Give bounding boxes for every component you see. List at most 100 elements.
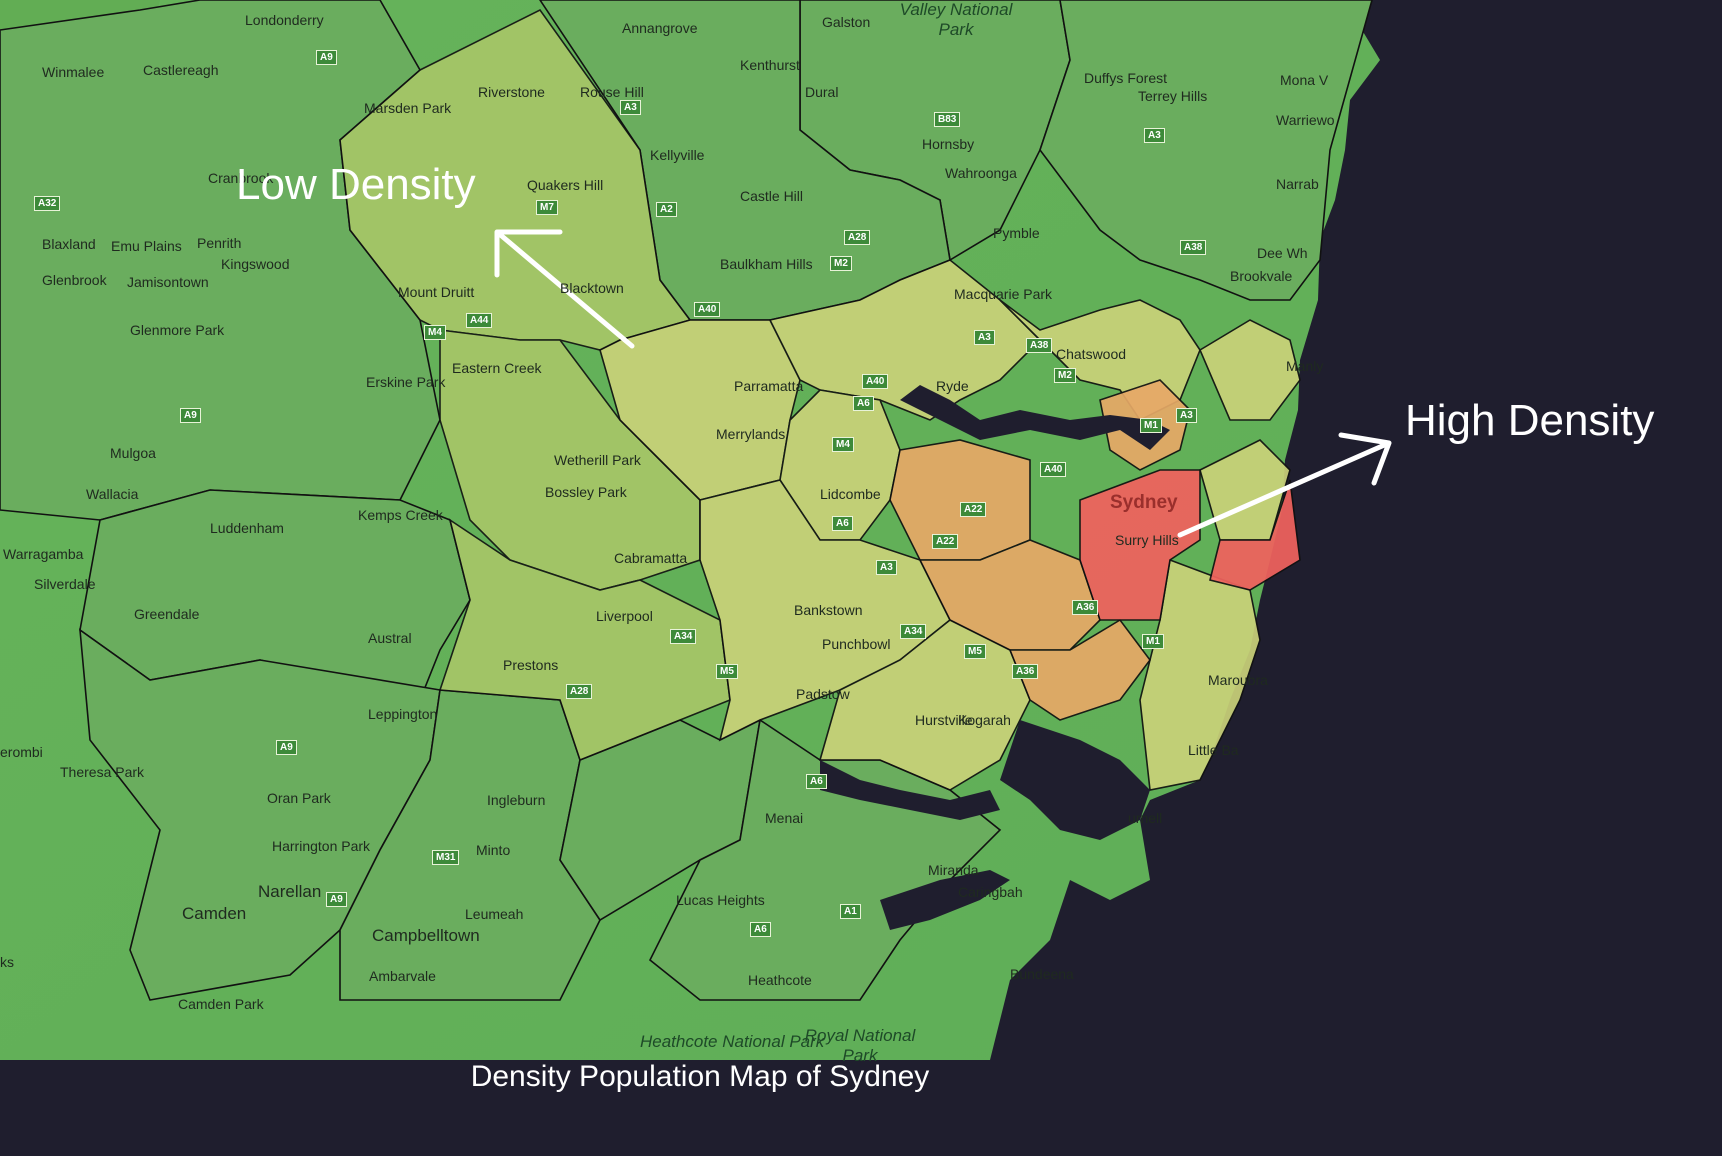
label-surry-hills: Surry Hills — [1115, 532, 1179, 548]
mid-density-regions — [599, 259, 1301, 791]
region-georges-river — [818, 619, 1031, 791]
label-riverstone: Riverstone — [478, 84, 545, 100]
road-shield: A9 — [316, 50, 337, 65]
label-baulkham-hills: Baulkham Hills — [720, 256, 813, 272]
label-padstow: Padstow — [796, 686, 850, 702]
label-dee-why: Dee Wh — [1257, 245, 1308, 261]
label-ambarvale: Ambarvale — [369, 968, 436, 984]
label-mulgoa: Mulgoa — [110, 445, 156, 461]
label-glenmore-park: Glenmore Park — [130, 322, 225, 338]
road-shield: A36 — [1012, 664, 1039, 679]
label-liverpool: Liverpool — [596, 608, 653, 624]
map-caption: Density Population Map of Sydney — [470, 1060, 930, 1093]
label-hornsby: Hornsby — [922, 136, 975, 152]
label-valley-national-park: Valley National Park — [899, 0, 1013, 39]
region-bayside — [1008, 618, 1151, 721]
label-manly: Manly — [1286, 358, 1324, 374]
label-blacktown: Blacktown — [560, 280, 624, 296]
label-lucas-heights: Lucas Heights — [676, 892, 765, 908]
label-prestons: Prestons — [503, 657, 559, 673]
road-shield: A3 — [876, 560, 897, 575]
label-kurnell: urnell — [1128, 810, 1163, 826]
road-shield: A3 — [1144, 128, 1165, 143]
region-woollahra — [1209, 479, 1301, 591]
road-shield: A28 — [844, 230, 871, 245]
label-wallacia: Wallacia — [86, 486, 139, 502]
road-shield: A6 — [832, 516, 853, 531]
label-lidcombe: Lidcombe — [820, 486, 881, 502]
label-erskine-park: Erskine Park — [366, 374, 446, 390]
label-quakers-hill: Quakers Hill — [527, 177, 604, 193]
label-minto: Minto — [476, 842, 511, 858]
low-density-regions — [0, 0, 1373, 1001]
road-shield: A34 — [670, 629, 697, 644]
label-warragamba: Warragamba — [3, 546, 84, 562]
road-shield: A34 — [900, 624, 927, 639]
low-density-arrow — [494, 229, 635, 349]
region-strathfield — [889, 439, 1031, 561]
road-shield: A9 — [276, 740, 297, 755]
label-campbelltown: Campbelltown — [372, 926, 480, 945]
road-shield: A3 — [974, 330, 995, 345]
port-hacking — [880, 870, 1010, 930]
region-northern-beaches — [1039, 0, 1373, 301]
road-shield: A36 — [1072, 600, 1099, 615]
botany-bay — [1000, 720, 1150, 840]
label-annangrove: Annangrove — [622, 20, 698, 36]
road-shield: A28 — [566, 684, 593, 699]
road-shield: A9 — [326, 892, 347, 907]
high-density-arrow — [1177, 432, 1392, 538]
label-castlereagh: Castlereagh — [143, 62, 219, 78]
road-shield: A9 — [180, 408, 201, 423]
road-shield: M31 — [432, 850, 460, 865]
road-shield: A22 — [960, 502, 987, 517]
label-theresa-park: Theresa Park — [60, 764, 145, 780]
label-rouse-hill: Rouse Hill — [580, 84, 644, 100]
region-blacktown — [339, 8, 692, 351]
georges-river-waterway — [820, 760, 1000, 820]
label-mount-druitt: Mount Druitt — [398, 284, 475, 300]
road-shield: A32 — [34, 196, 61, 211]
label-camden-park: Camden Park — [178, 996, 264, 1012]
label-ingleburn: Ingleburn — [487, 792, 546, 808]
label-ryde: Ryde — [936, 378, 969, 394]
waterways — [820, 385, 1170, 930]
road-shield: A6 — [853, 396, 874, 411]
label-merrylands: Merrylands — [716, 426, 786, 442]
road-shield: A40 — [862, 374, 889, 389]
road-shield: A38 — [1026, 338, 1053, 353]
label-londonderry: Londonderry — [245, 12, 324, 28]
road-shield: A40 — [694, 302, 721, 317]
label-kenthurst: Kenthurst — [740, 57, 800, 73]
region-city-of-sydney — [1079, 469, 1201, 621]
label-narrabeen: Narrab — [1276, 176, 1319, 192]
label-leppington: Leppington — [368, 706, 438, 722]
road-shield: A6 — [806, 774, 827, 789]
road-shield: M7 — [536, 200, 558, 215]
road-shield: B83 — [934, 112, 961, 127]
label-camden: Camden — [182, 904, 247, 923]
label-bankstown: Bankstown — [794, 602, 863, 618]
label-wahroonga: Wahroonga — [945, 165, 1017, 181]
road-shield: A3 — [1176, 408, 1197, 423]
label-heathcote-national-park: Heathcote National Park — [640, 1032, 825, 1051]
label-little-bay: Little Ba — [1188, 742, 1239, 758]
label-chatswood: Chatswood — [1056, 346, 1127, 362]
road-shield: A44 — [466, 313, 493, 328]
road-shield: M4 — [424, 325, 446, 340]
label-duffys-forest: Duffys Forest — [1084, 70, 1167, 86]
label-punchbowl: Punchbowl — [822, 636, 891, 652]
label-pymble: Pymble — [993, 225, 1040, 241]
low-density-annotation: Low Density — [236, 160, 476, 209]
label-kellyville: Kellyville — [650, 147, 705, 163]
label-cabramatta: Cabramatta — [614, 550, 688, 566]
label-greendale: Greendale — [134, 606, 200, 622]
label-penrith: Penrith — [197, 235, 242, 251]
label-maroubra: Maroubra — [1208, 672, 1268, 688]
label-bundeena: Bundeena — [1010, 966, 1074, 982]
high-density-regions — [1079, 469, 1301, 621]
road-shield: M1 — [1140, 418, 1162, 433]
label-parramatta: Parramatta — [734, 378, 804, 394]
